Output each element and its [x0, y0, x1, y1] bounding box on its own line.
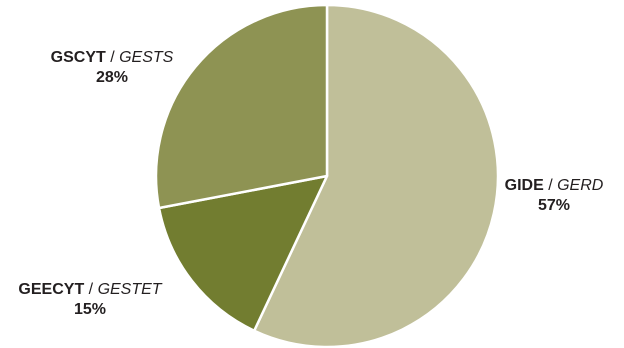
- pie-slice-gide: [252, 3, 500, 348]
- slice-label-en: GIDE: [504, 177, 544, 194]
- slice-label-gscyt: GSCYT / GESTS 28%: [22, 48, 202, 88]
- slice-label-geecyt: GEECYT / GESTET 15%: [0, 280, 180, 320]
- slice-label-fr: GERD: [557, 177, 604, 194]
- slice-label-separator: /: [84, 281, 98, 298]
- slice-label-fr: GESTET: [97, 281, 162, 298]
- slice-percent: 57%: [537, 197, 571, 214]
- slice-label-en: GEECYT: [18, 281, 85, 298]
- slice-label-separator: /: [543, 177, 558, 194]
- pie-slices: [154, 3, 500, 348]
- slice-label-fr: GESTS: [119, 49, 174, 66]
- slice-percent: 28%: [95, 69, 129, 86]
- slice-percent: 15%: [73, 301, 107, 318]
- slice-label-separator: /: [105, 49, 120, 66]
- pie-slice-gscyt: [154, 3, 329, 210]
- slice-label-en: GSCYT: [50, 49, 106, 66]
- slice-label-gide: GIDE / GERD 57%: [484, 176, 624, 216]
- pie-slice-geecyt: [157, 174, 329, 332]
